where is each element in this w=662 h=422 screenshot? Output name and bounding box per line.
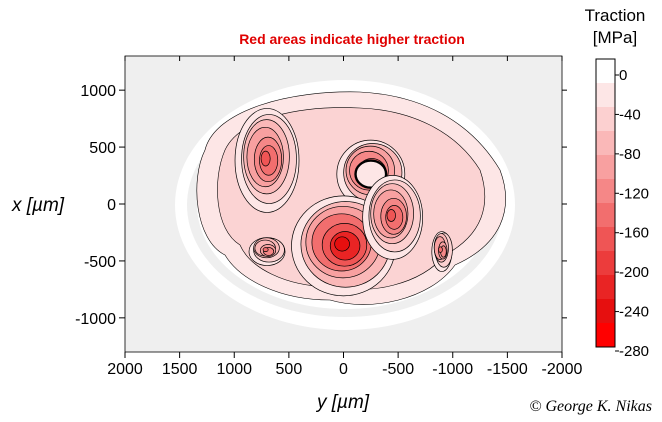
x-tick-label: 1500 [162, 361, 198, 378]
colorbar-swatch [596, 155, 615, 180]
x-tick-label: -1500 [487, 361, 528, 378]
colorbar-label: 0 [619, 67, 627, 84]
traction-blob [362, 175, 424, 260]
colorbar-swatch [596, 179, 615, 204]
traction-blob [431, 231, 453, 272]
colorbar-swatch [596, 107, 615, 132]
y-tick-label: 500 [89, 140, 116, 157]
x-tick-label: -500 [382, 361, 414, 378]
colorbar-title-1: Traction [585, 6, 646, 25]
y-tick-label: -500 [84, 254, 116, 271]
y-tick-label: -1000 [75, 311, 116, 328]
x-axis-label: y [µm] [315, 392, 370, 413]
y-axis-label: x [µm] [11, 195, 65, 216]
axis-ticks: 2000 1500 1000 500 0 -500 -1000 -1500 -2000 1000 5… [75, 56, 583, 378]
x-tick-label: -2000 [542, 361, 583, 378]
x-tick-label: 500 [276, 361, 303, 378]
colorbar-swatch [596, 83, 615, 108]
colorbar-swatch [596, 299, 615, 324]
colorbar-swatch [596, 131, 615, 156]
colorbar-frame [595, 58, 616, 348]
y-tick-label: 0 [107, 197, 116, 214]
traction-blobs [234, 108, 453, 297]
y-tick-label: 1000 [80, 83, 116, 100]
x-tick-label: 0 [339, 361, 348, 378]
colorbar-label: -240 [619, 304, 649, 321]
colorbar-swatch [596, 275, 615, 300]
contour-level [386, 209, 396, 222]
colorbar-label: -200 [619, 264, 649, 281]
contour-level [334, 236, 350, 252]
contour-level [260, 150, 271, 167]
colorbar-label: -280 [619, 343, 649, 360]
colorbar-swatch [596, 59, 615, 84]
colorbar-swatch [596, 251, 615, 276]
colorbar-label: -40 [619, 106, 641, 123]
contour-level [438, 246, 443, 253]
colorbar-label: -120 [619, 185, 649, 202]
x-tick-label: 1000 [216, 361, 252, 378]
colorbar-label: -80 [619, 146, 641, 163]
credit-text: © George K. Nikas [529, 398, 652, 415]
colorbar-title-2: [MPa] [593, 28, 637, 47]
x-tick-label: -1000 [432, 361, 473, 378]
traction-blob [234, 108, 300, 213]
colorbar-swatch [596, 323, 615, 348]
colorbar-label: -160 [619, 225, 649, 242]
colorbar-swatch [596, 227, 615, 252]
chart-title: Red areas indicate higher traction [239, 31, 465, 47]
colorbar-swatch [596, 203, 615, 228]
traction-blob [248, 237, 286, 266]
contour-level [262, 247, 269, 252]
colorbar: 0 -40 -80 -120 -160 -200 -240 -280 [595, 58, 649, 360]
x-tick-label: 2000 [107, 361, 143, 378]
